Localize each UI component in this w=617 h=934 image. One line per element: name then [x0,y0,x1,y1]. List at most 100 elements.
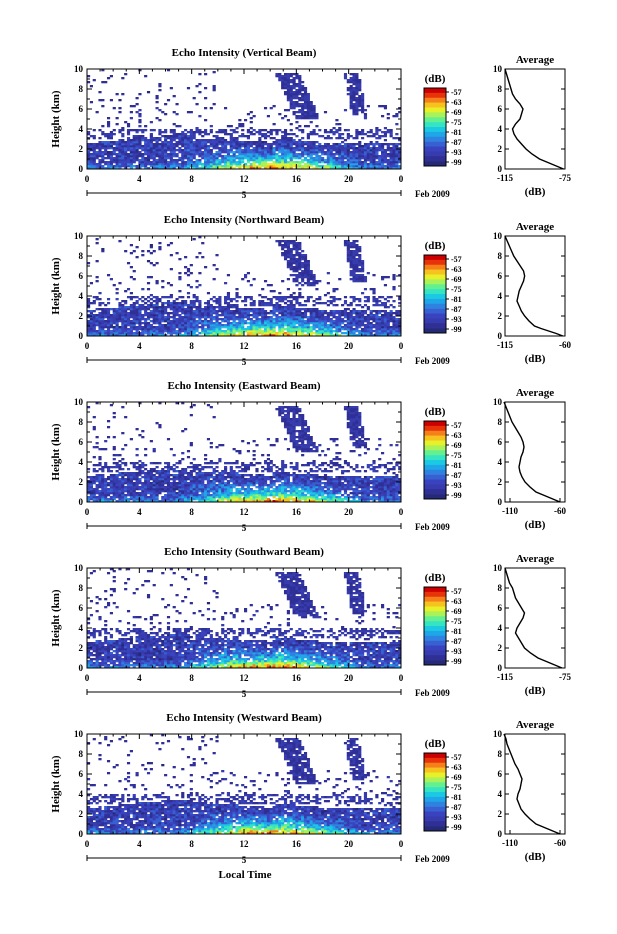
heatmap-cell [153,157,156,159]
heatmap-cell [93,496,96,498]
heatmap-cell [213,328,216,330]
heatmap-cell [215,302,218,304]
heatmap-cell [264,310,267,312]
heatmap-cell [144,474,147,476]
heatmap-cell [201,316,204,318]
average-y-tick-label: 6 [498,104,503,114]
heatmap-cell [361,107,364,109]
heatmap-cell [227,314,230,316]
heatmap-cell [167,99,170,101]
heatmap-cell [204,107,207,109]
heatmap-cell [293,93,296,95]
heatmap-cell [121,159,124,161]
heatmap-cell [330,310,333,312]
heatmap-cell [150,472,153,474]
heatmap-cell [250,151,253,153]
heatmap-cell [193,163,196,165]
heatmap-cell [101,310,104,312]
heatmap-cell [281,326,284,328]
heatmap-cell [164,135,167,137]
heatmap-cell [164,316,167,318]
heatmap-cell [156,145,159,147]
heatmap-cell [136,316,139,318]
heatmap-cell [173,320,176,322]
heatmap-cell [184,163,187,165]
heatmap-cell [190,151,193,153]
heatmap-cell [133,165,136,167]
heatmap-cell [144,490,147,492]
heatmap-cell [218,298,221,300]
heatmap-cell [395,115,398,117]
heatmap-cell [113,143,116,145]
heatmap-cell [247,314,250,316]
heatmap-cell [267,163,270,165]
heatmap-cell [164,318,167,320]
heatmap-cell [204,161,207,163]
heatmap-cell [372,143,375,145]
heatmap-cell [204,163,207,165]
heatmap-cell [295,161,298,163]
heatmap-cell [101,248,104,250]
heatmap-cell [370,324,373,326]
heatmap-cell [290,165,293,167]
heatmap-cell [355,248,358,250]
heatmap-cell [121,308,124,310]
heatmap-cell [381,278,384,280]
heatmap-cell [307,135,310,137]
heatmap-cell [118,478,121,480]
heatmap-cell [247,296,250,298]
heatmap-cell [287,248,290,250]
heatmap-cell [347,161,350,163]
heatmap-cell [332,310,335,312]
heatmap-cell [287,250,290,252]
heatmap-cell [133,314,136,316]
heatmap-cell [390,165,393,167]
heatmap-cell [341,157,344,159]
heatmap-cell [293,248,296,250]
heatmap-cell [164,139,167,141]
heatmap-cell [384,143,387,145]
heatmap-cell [275,163,278,165]
heatmap-cell [301,155,304,157]
heatmap-cell [96,111,99,113]
heatmap-cell [335,328,338,330]
heatmap-cell [352,270,355,272]
heatmap-cell [113,157,116,159]
heatmap-cell [224,147,227,149]
heatmap-cell [241,145,244,147]
average-x-axis-label: (dB) [525,353,546,365]
heatmap-cell [364,163,367,165]
heatmap-cell [133,478,136,480]
heatmap-cell [250,141,253,143]
heatmap-cell [295,270,298,272]
heatmap-cell [355,250,358,252]
heatmap-cell [238,163,241,165]
heatmap-cell [101,145,104,147]
heatmap-cell [287,312,290,314]
heatmap-cell [136,131,139,133]
heatmap-cell [298,324,301,326]
heatmap-cell [387,163,390,165]
heatmap-cell [213,85,216,87]
heatmap-cell [167,300,170,302]
heatmap-cell [158,326,161,328]
heatmap-cell [307,272,310,274]
heatmap-cell [358,264,361,266]
heatmap-cell [90,496,93,498]
heatmap-cell [235,328,238,330]
heatmap-cell [355,165,358,167]
heatmap-cell [293,278,296,280]
heatmap-cell [136,332,139,334]
heatmap-cell [118,332,121,334]
heatmap-cell [213,324,216,326]
heatmap-cell [390,296,393,298]
heatmap-cell [150,494,153,496]
day-label: 5 [242,190,247,200]
heatmap-cell [378,312,381,314]
heatmap-cell [344,129,347,131]
heatmap-cell [327,300,330,302]
heatmap-cell [110,145,113,147]
heatmap-cell [315,316,318,318]
colorbar-swatch [424,88,446,93]
heatmap-cell [130,111,133,113]
